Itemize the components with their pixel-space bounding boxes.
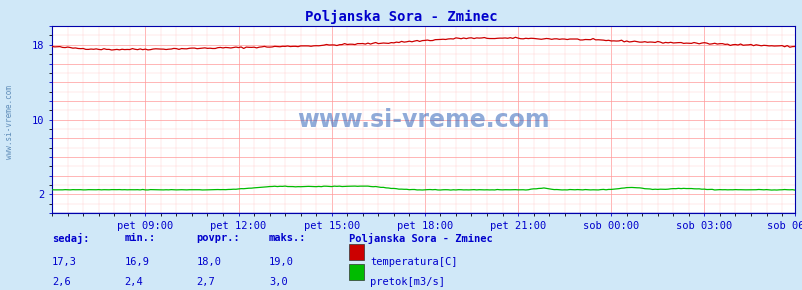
- Text: www.si-vreme.com: www.si-vreme.com: [297, 108, 549, 132]
- Text: Poljanska Sora - Zminec: Poljanska Sora - Zminec: [349, 233, 492, 244]
- Text: 2,6: 2,6: [52, 277, 71, 287]
- Text: 16,9: 16,9: [124, 257, 149, 267]
- Text: 17,3: 17,3: [52, 257, 77, 267]
- Text: 19,0: 19,0: [269, 257, 294, 267]
- Text: www.si-vreme.com: www.si-vreme.com: [5, 85, 14, 159]
- Text: sedaj:: sedaj:: [52, 233, 90, 244]
- Text: 18,0: 18,0: [196, 257, 221, 267]
- Text: pretok[m3/s]: pretok[m3/s]: [370, 277, 444, 287]
- Text: temperatura[C]: temperatura[C]: [370, 257, 457, 267]
- Text: 2,4: 2,4: [124, 277, 143, 287]
- Text: Poljanska Sora - Zminec: Poljanska Sora - Zminec: [305, 10, 497, 24]
- Text: 2,7: 2,7: [196, 277, 215, 287]
- Text: min.:: min.:: [124, 233, 156, 243]
- Text: maks.:: maks.:: [269, 233, 306, 243]
- Text: povpr.:: povpr.:: [196, 233, 240, 243]
- Text: 3,0: 3,0: [269, 277, 287, 287]
